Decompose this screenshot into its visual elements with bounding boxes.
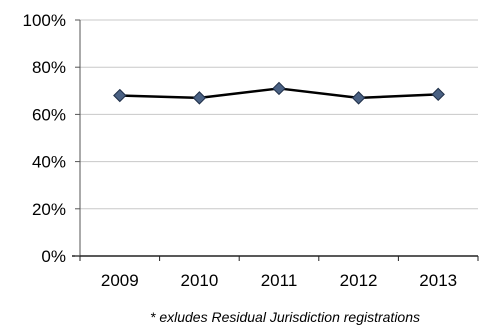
y-tick-label: 100% bbox=[23, 11, 66, 30]
x-tick-label: 2010 bbox=[180, 271, 218, 290]
x-tick-label: 2012 bbox=[340, 271, 378, 290]
data-point-marker bbox=[272, 81, 286, 96]
data-point-marker bbox=[351, 91, 366, 105]
x-tick-label: 2009 bbox=[101, 271, 139, 290]
axes bbox=[72, 19, 479, 261]
y-tick-label: 80% bbox=[32, 58, 66, 77]
data-point-marker bbox=[192, 91, 207, 105]
x-tick-label: 2011 bbox=[261, 271, 298, 290]
y-tick-label: 0% bbox=[41, 247, 66, 266]
gridlines bbox=[80, 19, 478, 210]
data-point-marker bbox=[113, 88, 127, 103]
chart-footnote: * exludes Residual Jurisdiction registra… bbox=[150, 309, 420, 325]
y-tick-label: 60% bbox=[32, 105, 66, 124]
x-axis-tick-labels: 2009 2010 2011 2012 2013 bbox=[101, 271, 457, 290]
series bbox=[113, 81, 445, 105]
x-tick-label: 2013 bbox=[419, 271, 457, 290]
y-tick-label: 20% bbox=[32, 200, 66, 219]
y-axis-tick-labels: 0% 20% 40% 60% 80% 100% bbox=[23, 11, 66, 266]
y-tick-label: 40% bbox=[32, 153, 66, 172]
data-point-marker bbox=[431, 87, 445, 102]
